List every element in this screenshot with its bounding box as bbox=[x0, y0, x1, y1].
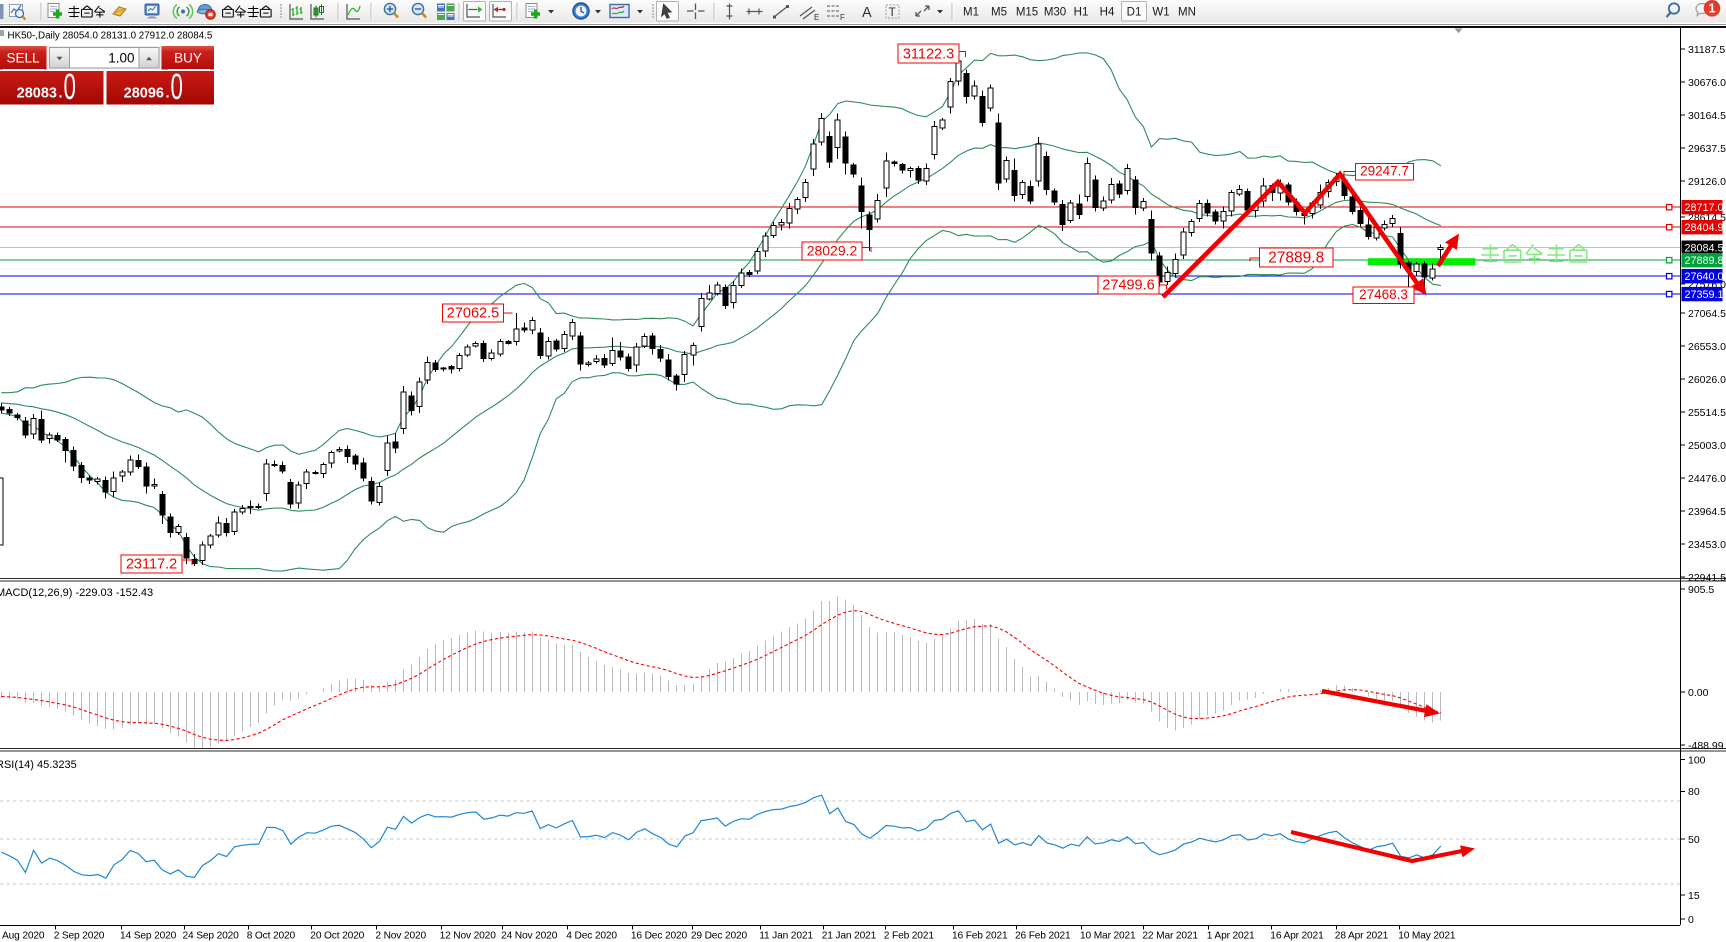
svg-text:29126.0: 29126.0 bbox=[1688, 176, 1726, 188]
svg-text:0: 0 bbox=[64, 68, 76, 108]
svg-text:28029.2: 28029.2 bbox=[807, 243, 858, 259]
svg-text:26553.0: 26553.0 bbox=[1688, 341, 1726, 353]
svg-text:4 Dec 2020: 4 Dec 2020 bbox=[566, 931, 617, 942]
svg-text:20 Oct 2020: 20 Oct 2020 bbox=[310, 931, 364, 942]
svg-text:MN: MN bbox=[1178, 7, 1196, 19]
svg-text:14 Sep 2020: 14 Sep 2020 bbox=[120, 931, 177, 942]
svg-text:24 Sep 2020: 24 Sep 2020 bbox=[183, 931, 240, 942]
svg-text:MACD(12,26,9) -229.03 -152.43: MACD(12,26,9) -229.03 -152.43 bbox=[0, 587, 153, 599]
svg-text:23453.0: 23453.0 bbox=[1688, 539, 1726, 551]
svg-text:F: F bbox=[840, 13, 845, 22]
svg-text:8 Oct 2020: 8 Oct 2020 bbox=[247, 931, 296, 942]
svg-text:30164.5: 30164.5 bbox=[1688, 110, 1726, 122]
svg-text:24476.0: 24476.0 bbox=[1688, 473, 1726, 485]
svg-text:28404.9: 28404.9 bbox=[1685, 222, 1724, 234]
svg-text:BUY: BUY bbox=[174, 50, 202, 65]
svg-text:2 Feb 2021: 2 Feb 2021 bbox=[884, 931, 935, 942]
svg-text:25003.0: 25003.0 bbox=[1688, 440, 1726, 452]
svg-text:16 Feb 2021: 16 Feb 2021 bbox=[952, 931, 1008, 942]
svg-text:D1: D1 bbox=[1127, 7, 1142, 19]
svg-text:27640.0: 27640.0 bbox=[1685, 271, 1724, 283]
svg-text:31122.3: 31122.3 bbox=[903, 47, 954, 63]
svg-text:11 Jan 2021: 11 Jan 2021 bbox=[759, 931, 813, 942]
svg-text:22 Mar 2021: 22 Mar 2021 bbox=[1142, 931, 1198, 942]
svg-text:31187.5: 31187.5 bbox=[1688, 44, 1725, 56]
svg-text:0.00: 0.00 bbox=[1688, 687, 1709, 699]
svg-text:H1: H1 bbox=[1074, 7, 1089, 19]
svg-text:30676.0: 30676.0 bbox=[1688, 77, 1726, 89]
svg-text:23117.2: 23117.2 bbox=[126, 557, 177, 573]
svg-text:M1: M1 bbox=[963, 7, 979, 19]
svg-text:M30: M30 bbox=[1044, 7, 1066, 19]
svg-text:50: 50 bbox=[1688, 834, 1700, 846]
svg-text:16 Dec 2020: 16 Dec 2020 bbox=[631, 931, 688, 942]
svg-text:28083: 28083 bbox=[17, 86, 57, 102]
svg-text:1 Apr 2021: 1 Apr 2021 bbox=[1207, 931, 1255, 942]
svg-text:22941.5: 22941.5 bbox=[1688, 572, 1726, 584]
svg-text:27064.5: 27064.5 bbox=[1688, 308, 1726, 320]
svg-text:M15: M15 bbox=[1016, 7, 1038, 19]
svg-text:29637.5: 29637.5 bbox=[1688, 143, 1726, 155]
svg-text:27889.8: 27889.8 bbox=[1685, 255, 1724, 267]
svg-text:H4: H4 bbox=[1100, 7, 1115, 19]
svg-text:A: A bbox=[862, 5, 872, 21]
svg-text:2 Sep 2020: 2 Sep 2020 bbox=[54, 931, 105, 942]
svg-text:23964.5: 23964.5 bbox=[1688, 506, 1726, 518]
svg-text:26 Feb 2021: 26 Feb 2021 bbox=[1015, 931, 1071, 942]
svg-text:26026.0: 26026.0 bbox=[1688, 374, 1726, 386]
svg-text:21 Jan 2021: 21 Jan 2021 bbox=[822, 931, 877, 942]
svg-text:12 Nov 2020: 12 Nov 2020 bbox=[440, 931, 497, 942]
svg-text:E: E bbox=[814, 13, 819, 22]
svg-text:24 Nov 2020: 24 Nov 2020 bbox=[501, 931, 558, 942]
svg-text:1: 1 bbox=[1709, 2, 1716, 16]
svg-text:10 May 2021: 10 May 2021 bbox=[1398, 931, 1456, 942]
svg-text:0: 0 bbox=[1688, 914, 1694, 926]
svg-text:27062.5: 27062.5 bbox=[447, 306, 499, 322]
svg-text:27468.3: 27468.3 bbox=[1359, 287, 1408, 302]
svg-text:-488.99: -488.99 bbox=[1688, 740, 1724, 752]
svg-text:29247.7: 29247.7 bbox=[1360, 164, 1409, 179]
svg-text:100: 100 bbox=[1688, 754, 1706, 766]
svg-text:M5: M5 bbox=[991, 7, 1007, 19]
svg-text:SELL: SELL bbox=[6, 50, 40, 65]
svg-text:28 Apr 2021: 28 Apr 2021 bbox=[1335, 931, 1389, 942]
svg-text:80: 80 bbox=[1688, 786, 1700, 798]
svg-text:27359.1: 27359.1 bbox=[1685, 289, 1724, 301]
svg-text:HK50-,Daily 28054.0 28131.0 2: HK50-,Daily 28054.0 28131.0 27912.0 2808… bbox=[8, 31, 213, 42]
svg-text:28096: 28096 bbox=[124, 86, 164, 102]
svg-text:Aug 2020: Aug 2020 bbox=[2, 931, 45, 942]
svg-text:1.00: 1.00 bbox=[108, 51, 134, 66]
svg-text:.: . bbox=[166, 86, 170, 102]
svg-text:28084.5: 28084.5 bbox=[1685, 243, 1724, 255]
svg-text:28717.0: 28717.0 bbox=[1685, 202, 1724, 214]
svg-text:10 Mar 2021: 10 Mar 2021 bbox=[1080, 931, 1136, 942]
svg-text:.: . bbox=[59, 86, 63, 102]
svg-text:RSI(14) 45.3235: RSI(14) 45.3235 bbox=[0, 759, 77, 771]
svg-text:905.5: 905.5 bbox=[1688, 584, 1714, 596]
svg-text:15: 15 bbox=[1688, 890, 1700, 902]
svg-text:25514.5: 25514.5 bbox=[1688, 407, 1726, 419]
svg-text:27499.6: 27499.6 bbox=[1102, 278, 1154, 294]
svg-text:2 Nov 2020: 2 Nov 2020 bbox=[375, 931, 426, 942]
svg-text:0: 0 bbox=[171, 68, 183, 108]
svg-text:29 Dec 2020: 29 Dec 2020 bbox=[691, 931, 748, 942]
svg-text:W1: W1 bbox=[1152, 7, 1169, 19]
svg-text:16 Apr 2021: 16 Apr 2021 bbox=[1270, 931, 1324, 942]
svg-text:27889.8: 27889.8 bbox=[1268, 250, 1324, 267]
svg-text:T: T bbox=[889, 5, 897, 19]
